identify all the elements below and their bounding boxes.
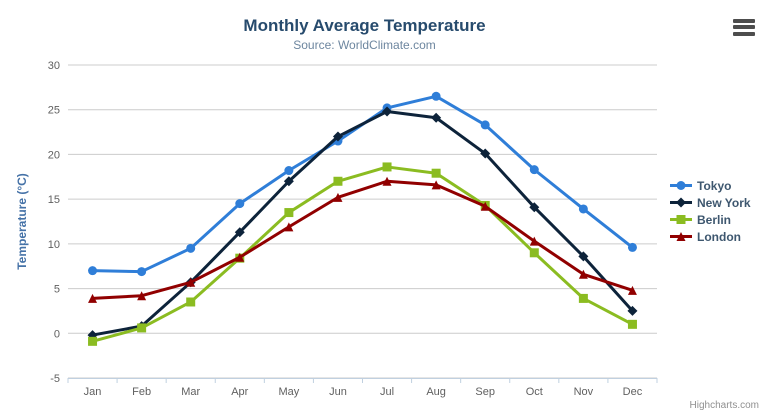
x-axis-tick-label: Dec xyxy=(623,386,643,398)
credits-link[interactable]: Highcharts.com xyxy=(689,400,759,411)
legend-item-label: New York xyxy=(697,195,751,210)
chart-subtitle: Source: WorldClimate.com xyxy=(293,38,436,52)
y-axis-tick-label: 10 xyxy=(48,239,60,251)
x-axis-tick-label: Oct xyxy=(526,386,543,398)
y-axis-tick-label: 20 xyxy=(48,149,60,161)
x-axis-tick-label: Mar xyxy=(181,386,200,398)
x-axis-tick-label: Jan xyxy=(84,386,102,398)
y-axis-tick-label: 15 xyxy=(48,194,60,206)
legend-item-label: London xyxy=(697,229,741,244)
y-axis-tick-label: -5 xyxy=(50,373,60,385)
y-axis-tick-label: 0 xyxy=(54,328,60,340)
x-axis-tick-label: Jul xyxy=(380,386,394,398)
y-axis-tick-label: 5 xyxy=(54,284,60,296)
legend-item-tokyo[interactable]: Tokyo xyxy=(670,177,751,194)
y-axis-tick-label: 25 xyxy=(48,105,60,117)
x-axis: Jan Feb Mar Apr May Jun Jul Aug Sep Oct Nov Dec xyxy=(67,378,658,398)
x-axis-tick-label: Aug xyxy=(426,386,446,398)
london-legend-marker-icon xyxy=(670,232,692,241)
berlin-legend-marker-icon xyxy=(670,215,692,224)
x-axis-tick-label: Apr xyxy=(231,386,248,398)
x-axis-tick-label: Feb xyxy=(132,386,151,398)
legend: Tokyo New York Berlin London xyxy=(670,177,751,245)
series-london xyxy=(88,176,637,303)
series-berlin xyxy=(88,162,637,346)
legend-item-new-york[interactable]: New York xyxy=(670,194,751,211)
tokyo-legend-marker-icon xyxy=(670,181,692,190)
hamburger-menu-icon xyxy=(733,18,755,36)
chart-title: Monthly Average Temperature xyxy=(243,16,486,35)
legend-item-london[interactable]: London xyxy=(670,228,751,245)
x-axis-tick-label: Jun xyxy=(329,386,347,398)
x-axis-tick-label: Sep xyxy=(475,386,495,398)
series-new-york xyxy=(87,106,638,341)
legend-item-label: Tokyo xyxy=(697,178,732,193)
legend-item-berlin[interactable]: Berlin xyxy=(670,211,751,228)
new-york-legend-marker-icon xyxy=(670,197,692,208)
y-axis-title: Temperature (°C) xyxy=(15,173,29,270)
export-menu-button[interactable] xyxy=(730,14,758,38)
x-axis-tick-label: May xyxy=(278,386,299,398)
series-tokyo xyxy=(88,91,637,277)
legend-item-label: Berlin xyxy=(697,212,732,227)
y-gridlines: -5 0 5 10 15 20 25 30 xyxy=(48,60,657,385)
y-axis-tick-label: 30 xyxy=(48,60,60,72)
x-axis-tick-label: Nov xyxy=(574,386,594,398)
